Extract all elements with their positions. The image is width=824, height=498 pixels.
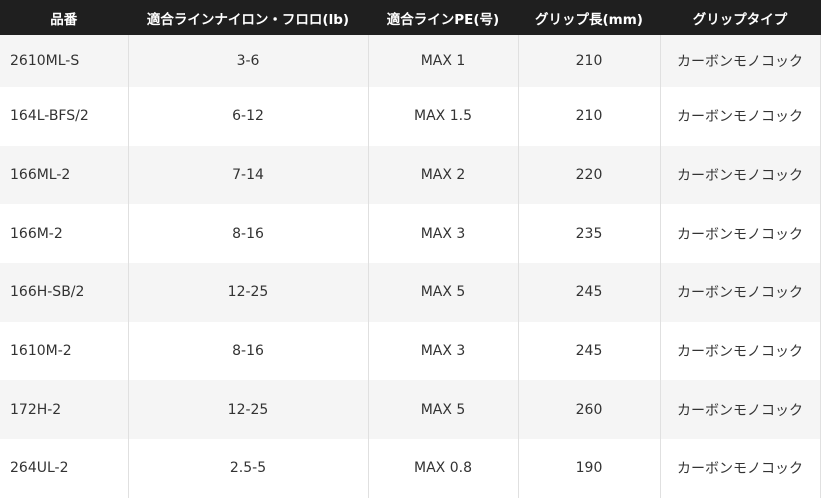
header-grip-type: グリップタイプ bbox=[660, 0, 821, 35]
cell-model: 166H-SB/2 bbox=[0, 263, 129, 322]
table-row: 1610M-2 8-16 MAX 3 245 カーボンモノコック bbox=[0, 321, 821, 381]
cell-grip-length: 220 bbox=[518, 145, 661, 205]
cell-grip-type: カーボンモノコック bbox=[660, 204, 821, 264]
cell-grip-length: 260 bbox=[518, 380, 661, 440]
cell-model: 2610ML-S bbox=[0, 35, 129, 87]
cell-pe-line: MAX 0.8 bbox=[368, 439, 519, 498]
header-pe-line: 適合ラインPE(号) bbox=[368, 0, 519, 35]
cell-pe-line: MAX 5 bbox=[368, 380, 519, 440]
cell-pe-line: MAX 2 bbox=[368, 145, 519, 205]
table-row: 166ML-2 7-14 MAX 2 220 カーボンモノコック bbox=[0, 145, 821, 205]
cell-model: 264UL-2 bbox=[0, 439, 129, 498]
cell-model: 166M-2 bbox=[0, 204, 129, 264]
cell-nylon-fluoro-line: 3-6 bbox=[128, 35, 369, 87]
cell-nylon-fluoro-line: 7-14 bbox=[128, 145, 369, 205]
cell-model: 172H-2 bbox=[0, 380, 129, 440]
cell-grip-length: 235 bbox=[518, 204, 661, 264]
cell-grip-length: 210 bbox=[518, 35, 661, 87]
cell-grip-length: 210 bbox=[518, 87, 661, 146]
cell-grip-type: カーボンモノコック bbox=[660, 87, 821, 146]
cell-grip-type: カーボンモノコック bbox=[660, 439, 821, 498]
table-row: 2610ML-S 3-6 MAX 1 210 カーボンモノコック bbox=[0, 35, 821, 87]
table-row: 172H-2 12-25 MAX 5 260 カーボンモノコック bbox=[0, 380, 821, 440]
table-row: 166H-SB/2 12-25 MAX 5 245 カーボンモノコック bbox=[0, 263, 821, 322]
cell-grip-type: カーボンモノコック bbox=[660, 263, 821, 322]
cell-model: 166ML-2 bbox=[0, 145, 129, 205]
cell-nylon-fluoro-line: 6-12 bbox=[128, 87, 369, 146]
cell-grip-type: カーボンモノコック bbox=[660, 35, 821, 87]
cell-grip-length: 245 bbox=[518, 263, 661, 322]
cell-nylon-fluoro-line: 8-16 bbox=[128, 321, 369, 381]
table-row: 164L-BFS/2 6-12 MAX 1.5 210 カーボンモノコック bbox=[0, 87, 821, 146]
cell-grip-type: カーボンモノコック bbox=[660, 145, 821, 205]
header-nylon-fluoro-line: 適合ラインナイロン・フロロ(lb) bbox=[128, 0, 369, 35]
cell-model: 1610M-2 bbox=[0, 321, 129, 381]
cell-nylon-fluoro-line: 12-25 bbox=[128, 380, 369, 440]
cell-model: 164L-BFS/2 bbox=[0, 87, 129, 146]
header-grip-length: グリップ長(mm) bbox=[518, 0, 661, 35]
cell-grip-length: 190 bbox=[518, 439, 661, 498]
cell-pe-line: MAX 3 bbox=[368, 321, 519, 381]
cell-pe-line: MAX 3 bbox=[368, 204, 519, 264]
table-row: 264UL-2 2.5-5 MAX 0.8 190 カーボンモノコック bbox=[0, 439, 821, 498]
cell-pe-line: MAX 5 bbox=[368, 263, 519, 322]
cell-grip-type: カーボンモノコック bbox=[660, 321, 821, 381]
cell-pe-line: MAX 1 bbox=[368, 35, 519, 87]
cell-nylon-fluoro-line: 12-25 bbox=[128, 263, 369, 322]
cell-pe-line: MAX 1.5 bbox=[368, 87, 519, 146]
cell-grip-type: カーボンモノコック bbox=[660, 380, 821, 440]
header-row: 品番 適合ラインナイロン・フロロ(lb) 適合ラインPE(号) グリップ長(mm) グリ… bbox=[0, 0, 821, 35]
cell-grip-length: 245 bbox=[518, 321, 661, 381]
header-model: 品番 bbox=[0, 0, 129, 35]
cell-nylon-fluoro-line: 8-16 bbox=[128, 204, 369, 264]
cell-nylon-fluoro-line: 2.5-5 bbox=[128, 439, 369, 498]
table-row: 166M-2 8-16 MAX 3 235 カーボンモノコック bbox=[0, 204, 821, 264]
